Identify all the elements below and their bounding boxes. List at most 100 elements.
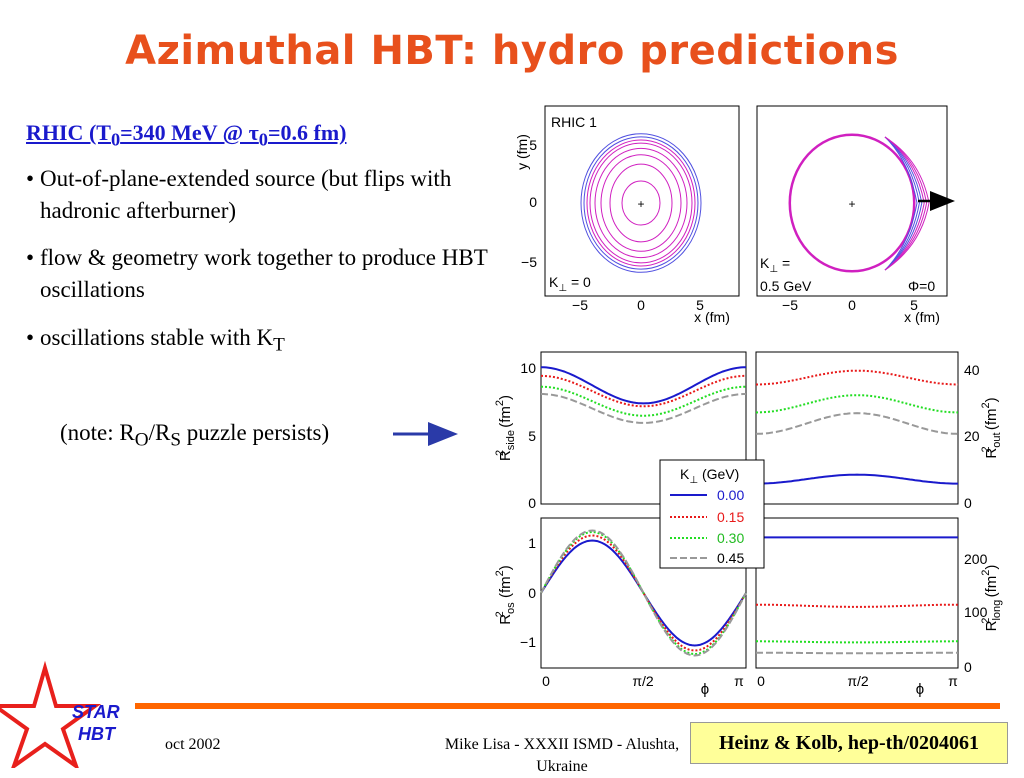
logo-text-hbt: HBT (78, 724, 117, 744)
contour-right-phi: Φ=0 (908, 278, 935, 294)
series-line-015 (541, 374, 746, 408)
r-long-xtick: π/2 (847, 673, 869, 689)
subhead-post: =0.6 fm) (267, 120, 347, 145)
r-os-ylabel: Ros2 (fm2) (494, 565, 517, 625)
star-icon (0, 660, 102, 768)
bullet-dot: • (26, 166, 35, 191)
star-hbt-logo: STAR HBT (0, 660, 120, 768)
contour-left-xtick: −5 (572, 297, 588, 313)
bullet-dot: • (26, 245, 35, 270)
r-side-ytick: 5 (528, 428, 536, 444)
legend-label-000: 0.00 (717, 487, 744, 503)
bullet-1-text: Out-of-plane-extended source (but flips … (40, 166, 452, 223)
contour-left-xlabel: x (fm) (694, 309, 730, 325)
contour-line (583, 136, 699, 270)
flow-contour (884, 136, 930, 271)
contour-line (594, 147, 688, 259)
contour-line (788, 133, 916, 273)
flow-contour (884, 136, 920, 271)
subhead-mid: =340 MeV @ τ (120, 120, 259, 145)
r-long-xlabel: ϕ (916, 681, 924, 698)
r-out-ytick: 20 (964, 428, 980, 444)
r-long-frame (755, 517, 959, 669)
contour-right-xtick: −5 (782, 297, 798, 313)
r-long-ytick: 100 (964, 604, 988, 620)
contour-left-ylabel: y (fm) (514, 134, 530, 170)
bullet-3-pre: oscillations stable with K (40, 325, 274, 350)
bullet-1: • Out-of-plane-extended source (but flip… (26, 163, 496, 229)
contour-panel-left: + RHIC 1 K⊥ = 0 y (fm) 5 0 −5 −5 0 5 x (… (514, 105, 740, 325)
series-line-045 (756, 651, 958, 655)
contour-left-frame (544, 105, 740, 297)
contour-line (580, 133, 702, 273)
citation-box: Heinz & Kolb, hep-th/0204061 (690, 722, 1008, 764)
contour-left-xtick: 5 (696, 297, 704, 313)
r-long-xtick: 0 (757, 673, 765, 689)
series-line-000 (756, 473, 958, 485)
note-text: (note: RO/RS puzzle persists) (60, 420, 329, 452)
r-os-ytick: 1 (528, 535, 536, 551)
note-s1: O (134, 429, 149, 451)
r-os-ytick: 0 (528, 585, 536, 601)
series-line-045 (540, 529, 747, 657)
contour-line (589, 142, 693, 264)
contour-left-k-annotation: K⊥ = 0 (549, 274, 591, 294)
contour-right-curves: + (788, 133, 930, 273)
slide-title: Azimuthal HBT: hydro predictions (125, 28, 899, 74)
contour-left-ytick: 0 (529, 194, 537, 210)
contour-left-label: RHIC 1 (551, 114, 597, 130)
bullet-3: • oscillations stable with KT (26, 322, 496, 356)
center-mark: + (848, 197, 855, 211)
r-out-ytick: 40 (964, 362, 980, 378)
bullet-3-sub: T (273, 334, 285, 356)
r-long-ylabel: Rlong2 (fm2) (980, 565, 1003, 632)
panel-r-long (755, 517, 959, 669)
series-line-030 (540, 530, 747, 656)
contour-left-ytick: −5 (521, 254, 537, 270)
rhic-subhead: RHIC (T0=340 MeV @ τ0=0.6 fm) (26, 120, 346, 150)
series-line-045 (541, 393, 746, 424)
r-long-ytick: 200 (964, 551, 988, 567)
footer-date: oct 2002 (165, 736, 221, 753)
legend-label-045: 0.45 (717, 550, 744, 566)
series-line-015 (756, 603, 958, 608)
r-long-xtick: π (948, 673, 958, 689)
series-line-015 (540, 534, 747, 652)
flow-contour (884, 136, 918, 271)
contour-line (600, 154, 682, 252)
r-out-ytick: 0 (964, 495, 972, 511)
r-side-ylabel: Rside2 (fm2) (494, 395, 517, 461)
contour-line (586, 139, 696, 267)
contour-panel-right: + K⊥ = 0.5 GeV Φ=0 −5 0 5 x (fm) (756, 105, 955, 325)
legend-box (659, 459, 765, 569)
r-os-xtick: 0 (542, 673, 550, 689)
logo-text-star: STAR (72, 702, 120, 722)
subhead-sub1: 0 (110, 129, 121, 150)
bullet-3-text: oscillations stable with KT (40, 322, 496, 362)
r-os-xtick: π/2 (632, 673, 654, 689)
series-line-045 (755, 412, 959, 435)
contour-right-k-annotation: K⊥ = (760, 255, 790, 275)
contour-line (621, 180, 661, 226)
center-mark: + (637, 197, 644, 211)
subhead-pre: RHIC (T (26, 120, 111, 145)
bullet-2: • flow & geometry work together to produ… (26, 242, 496, 308)
note-a: (note: R (60, 420, 135, 445)
r-side-ytick: 10 (520, 360, 536, 376)
series-line-030 (756, 640, 958, 644)
contour-right-xtick: 5 (910, 297, 918, 313)
footer-presenter: Mike Lisa - XXXII ISMD - Alushta, Ukrain… (444, 736, 680, 775)
flow-contour (884, 136, 925, 271)
contour-left-ytick: 5 (529, 137, 537, 153)
note-c: puzzle persists) (180, 420, 330, 445)
contour-right-k-value: 0.5 GeV (760, 278, 812, 294)
bullet-dot: • (26, 325, 35, 350)
flow-contour (884, 136, 923, 271)
contour-line (609, 163, 673, 243)
note-s2: S (170, 429, 181, 451)
legend-label-030: 0.30 (717, 530, 744, 546)
r-os-xlabel: ϕ (701, 681, 709, 698)
legend-title: K⊥ (GeV) (680, 466, 739, 486)
bullet-2-text: flow & geometry work together to produce… (40, 245, 488, 302)
